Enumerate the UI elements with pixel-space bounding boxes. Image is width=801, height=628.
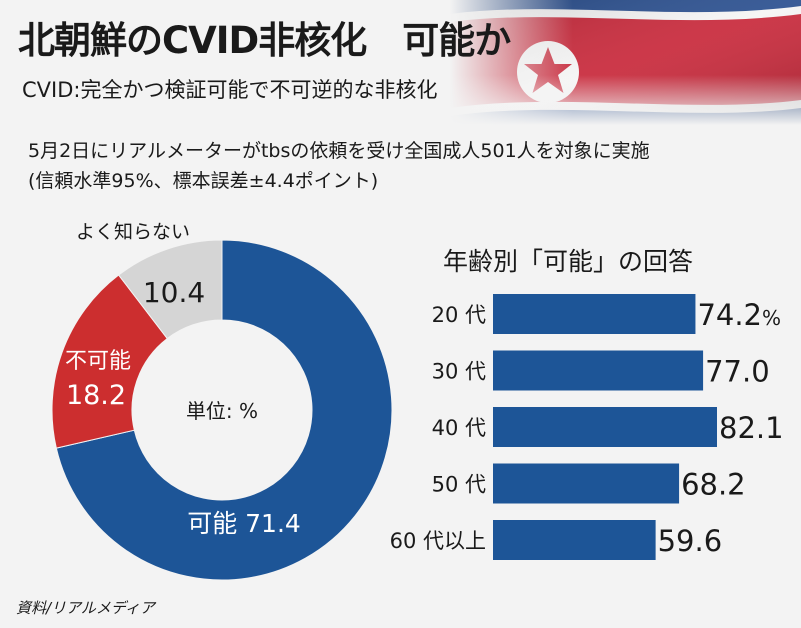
donut-slice-possible [55,239,393,581]
page-title: 北朝鮮のCVID非核化 可能か [18,19,511,62]
bar [493,350,704,391]
donut-slice-unknown [117,239,223,340]
bar-value-label: 74.2% [697,298,781,332]
bar [493,520,656,560]
slice-label-impossible-value: 18.2 [66,380,126,411]
survey-note-line-1: 5月2日にリアルメーターがtbsの依頼を受け全国成人501人を対象に実施 [28,140,650,162]
bar [493,407,717,447]
page-subtitle: CVID:完全かつ検証可能で不可逆的な非核化 [22,78,438,102]
bar-category-label: 30 代 [432,360,486,384]
bar-category-label: 50 代 [432,473,486,497]
bar [493,463,680,504]
source-credit: 資料/リアルメディア [16,599,155,617]
bar-value-label: 59.6 [658,524,723,558]
slice-label-unknown-name: よく知らない [76,221,190,243]
bar-value-label: 77.0 [705,355,770,389]
bar-value-label: 68.2 [681,468,746,502]
donut-center-label: 単位: % [186,399,258,423]
bar [493,294,696,334]
bar-chart-title: 年齢別「可能」の回答 [443,247,694,276]
slice-label-impossible-name: 不可能 [65,349,131,374]
bar-value-label: 82.1 [719,411,784,445]
bar-category-label: 60 代以上 [390,529,486,553]
bar-category-label: 40 代 [432,416,486,440]
slice-label-unknown-value: 10.4 [143,276,205,309]
bar-category-label: 20 代 [432,303,486,327]
slice-label-possible: 可能 71.4 [187,509,301,538]
survey-note-line-2: (信頼水準95%、標本誤差±4.4ポイント) [28,170,379,192]
